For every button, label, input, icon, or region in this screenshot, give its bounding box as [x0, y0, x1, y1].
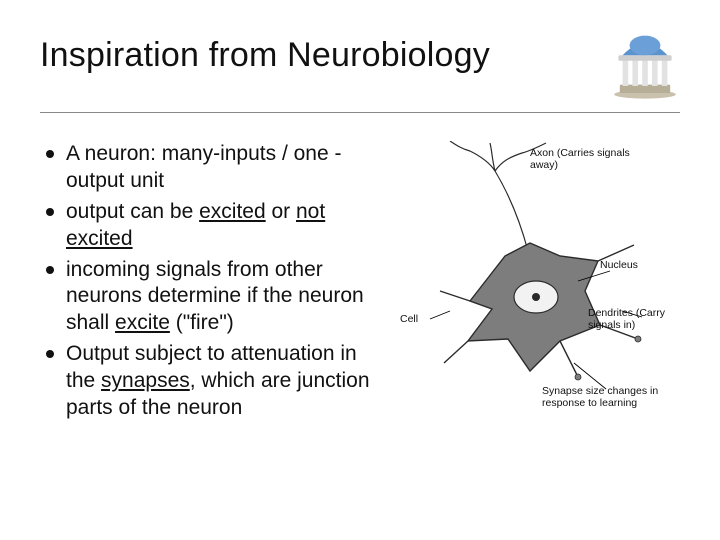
neuron-svg-icon — [400, 141, 680, 421]
bullet-underline: synapses — [101, 369, 190, 392]
bullet-underline: excite — [115, 311, 170, 334]
temple-logo-icon — [610, 30, 680, 100]
nucleus-label: Nucleus — [600, 259, 638, 271]
synapse-label: Synapse size changes in response to lear… — [542, 385, 672, 409]
bullet-item: incoming signals from other neurons dete… — [40, 257, 380, 338]
bullet-text: ("fire") — [170, 311, 234, 334]
bullet-list: A neuron: many-inputs / one -output unit… — [40, 141, 380, 426]
bullet-item: output can be excited or not excited — [40, 199, 380, 253]
body-row: A neuron: many-inputs / one -output unit… — [40, 141, 680, 426]
bullet-underline: excited — [199, 200, 266, 223]
bullet-text: A neuron: many-inputs / one -output unit — [66, 142, 342, 192]
axon-label: Axon (Carries signals away) — [530, 147, 640, 171]
dendrites-label: Dendrites (Carry signals in) — [588, 307, 678, 331]
slide-title: Inspiration from Neurobiology — [40, 36, 490, 75]
bullet-text: or — [266, 200, 296, 223]
bullet-item: A neuron: many-inputs / one -output unit — [40, 141, 380, 195]
cell-label: Cell — [400, 313, 418, 325]
bullet-item: Output subject to attenuation in the syn… — [40, 341, 380, 422]
bullet-text: output can be — [66, 200, 199, 223]
neuron-diagram: Axon (Carries signals away) Nucleus Cell… — [400, 141, 680, 421]
slide: Inspiration from Neurobiology A neuron: … — [0, 0, 720, 540]
title-row: Inspiration from Neurobiology — [40, 36, 680, 113]
